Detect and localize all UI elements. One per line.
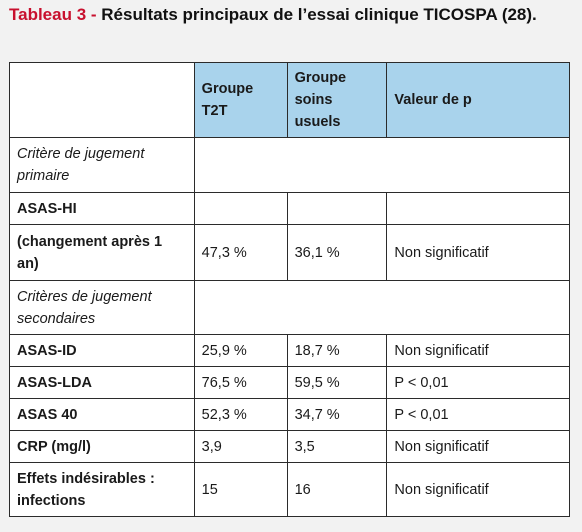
row-label: CRP (mg/l) — [9, 430, 195, 463]
cell-p: Non significatif — [386, 334, 570, 367]
cell-usual: 3,5 — [286, 430, 388, 463]
cell-t2t: 76,5 % — [193, 366, 288, 399]
cell-p — [386, 192, 570, 225]
table-row-asas-lda: ASAS-LDA 76,5 % 59,5 % P < 0,01 — [9, 366, 570, 399]
header-cell-p-value: Valeur de p — [386, 62, 570, 138]
cell-usual: 34,7 % — [286, 398, 388, 431]
cell-p: Non significatif — [386, 224, 570, 281]
row-label: Effets indésirables : infections — [9, 462, 195, 517]
table-row-asas-hi: ASAS-HI — [9, 192, 570, 225]
cell-p: P < 0,01 — [386, 366, 570, 399]
caption-label: Tableau 3 - — [9, 5, 102, 24]
cell-t2t — [193, 192, 288, 225]
cell-usual: 59,5 % — [286, 366, 388, 399]
cell-t2t: 47,3 % — [193, 224, 288, 281]
cell-t2t: 25,9 % — [193, 334, 288, 367]
table-row-asas-id: ASAS-ID 25,9 % 18,7 % Non significatif — [9, 334, 570, 367]
cell-usual — [286, 192, 388, 225]
caption-text: Résultats principaux de l’essai clinique… — [101, 5, 537, 24]
results-table: Groupe T2T Groupe soins usuels Valeur de… — [9, 62, 571, 517]
table-row-section-primary: Critère de jugement primaire — [9, 137, 571, 193]
row-label: ASAS-LDA — [9, 366, 195, 399]
header-cell-usual-care: Groupe soins usuels — [286, 62, 388, 138]
cell-usual: 18,7 % — [286, 334, 388, 367]
cell-p: Non significatif — [386, 430, 570, 463]
header-cell-empty — [9, 62, 195, 138]
cell-usual: 16 — [286, 462, 388, 517]
table-row-asas-hi-change: (changement après 1 an) 47,3 % 36,1 % No… — [9, 224, 570, 281]
table-row-crp: CRP (mg/l) 3,9 3,5 Non significatif — [9, 430, 570, 463]
header-row: Groupe T2T Groupe soins usuels Valeur de… — [9, 62, 570, 138]
section-label-primary: Critère de jugement primaire — [9, 137, 195, 193]
cell-t2t: 3,9 — [193, 430, 288, 463]
section-cell-empty — [193, 137, 571, 193]
table-caption: Tableau 3 - Résultats principaux de l’es… — [9, 2, 579, 28]
cell-t2t: 15 — [193, 462, 288, 517]
cell-t2t: 52,3 % — [193, 398, 288, 431]
row-label: ASAS 40 — [9, 398, 195, 431]
table-row-adverse-events: Effets indésirables : infections 15 16 N… — [9, 462, 570, 517]
header-cell-t2t: Groupe T2T — [193, 62, 288, 138]
row-label: (changement après 1 an) — [9, 224, 195, 281]
cell-p: Non significatif — [386, 462, 570, 517]
table-row-section-secondary: Critères de jugement secondaires — [9, 280, 571, 335]
section-cell-empty — [193, 280, 571, 335]
section-label-secondary: Critères de jugement secondaires — [9, 280, 195, 335]
table-row-asas-40: ASAS 40 52,3 % 34,7 % P < 0,01 — [9, 398, 570, 431]
row-label: ASAS-HI — [9, 192, 195, 225]
cell-usual: 36,1 % — [286, 224, 388, 281]
row-label: ASAS-ID — [9, 334, 195, 367]
cell-p: P < 0,01 — [386, 398, 570, 431]
